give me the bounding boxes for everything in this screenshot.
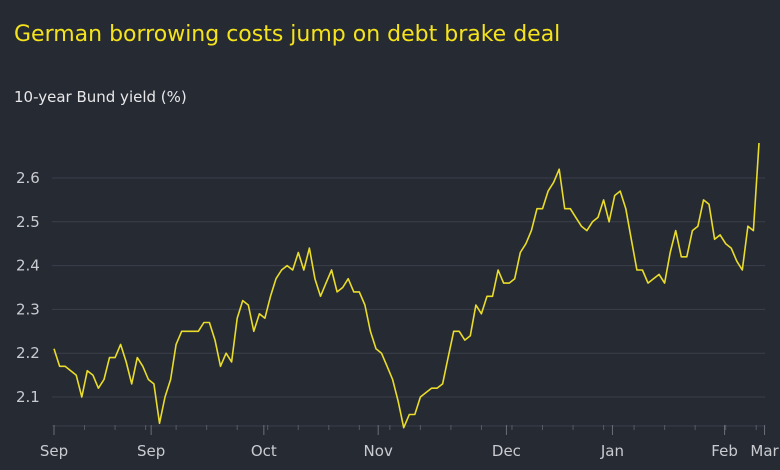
x-tick-label: Sep (40, 442, 68, 460)
x-tick-label: Nov (364, 442, 393, 460)
x-tick-label: Feb (711, 442, 738, 460)
y-tick-label: 2.1 (16, 388, 40, 406)
y-tick-label: 2.3 (16, 300, 40, 318)
x-tick-label: Mar (750, 442, 779, 460)
chart-subtitle: 10-year Bund yield (%) (14, 88, 187, 106)
x-tick-label: Sep (137, 442, 165, 460)
y-tick-label: 2.2 (16, 344, 40, 362)
chart-title: German borrowing costs jump on debt brak… (14, 22, 561, 47)
y-tick-label: 2.6 (16, 169, 40, 187)
x-tick-label: Jan (600, 442, 624, 460)
x-tick-label: Oct (251, 442, 277, 460)
yield-line (53, 142, 760, 429)
y-tick-label: 2.5 (16, 213, 40, 231)
y-tick-label: 2.4 (16, 257, 40, 275)
x-tick-label: Dec (492, 442, 521, 460)
